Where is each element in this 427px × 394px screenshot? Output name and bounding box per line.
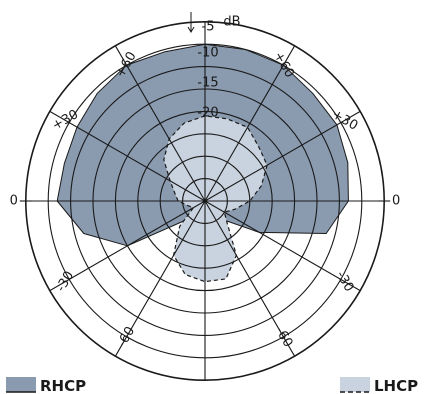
angular-tick-label-zero-right: 0: [392, 194, 400, 209]
polar-grid: [19, 21, 391, 381]
grid-spoke: [204, 110, 361, 202]
radial-tick-label: -5: [202, 20, 215, 35]
legend-label-lhcp: LHCP: [374, 377, 418, 394]
grid-spoke: [49, 110, 206, 202]
grid-spoke: [114, 45, 206, 202]
grid-spoke: [49, 200, 206, 292]
grid-spoke: [204, 45, 296, 202]
legend-swatch-lhcp: [340, 377, 370, 392]
series-lhcp: [163, 115, 268, 283]
radial-tick-label: -15: [197, 76, 218, 91]
angular-tick-label-zero-left: 0: [10, 194, 18, 209]
legend: RHCP LHCP: [6, 377, 418, 394]
radial-tick-label: -10: [197, 46, 218, 61]
series-layer: [56, 43, 349, 283]
radial-tick-label: -20: [197, 106, 218, 121]
angular-tick-label: -60: [115, 324, 139, 350]
legend-swatch-rhcp: [6, 377, 36, 392]
grid-spoke: [114, 200, 206, 357]
angular-tick-label: -30: [333, 269, 357, 295]
grid-spoke: [204, 200, 296, 357]
grid-spoke: [204, 200, 361, 292]
radial-unit-label: dB: [223, 15, 240, 30]
angular-tick-label: -30: [54, 269, 78, 295]
radial-arrow: [187, 12, 195, 33]
angular-tick-label: -60: [272, 324, 296, 350]
legend-label-rhcp: RHCP: [40, 377, 86, 394]
